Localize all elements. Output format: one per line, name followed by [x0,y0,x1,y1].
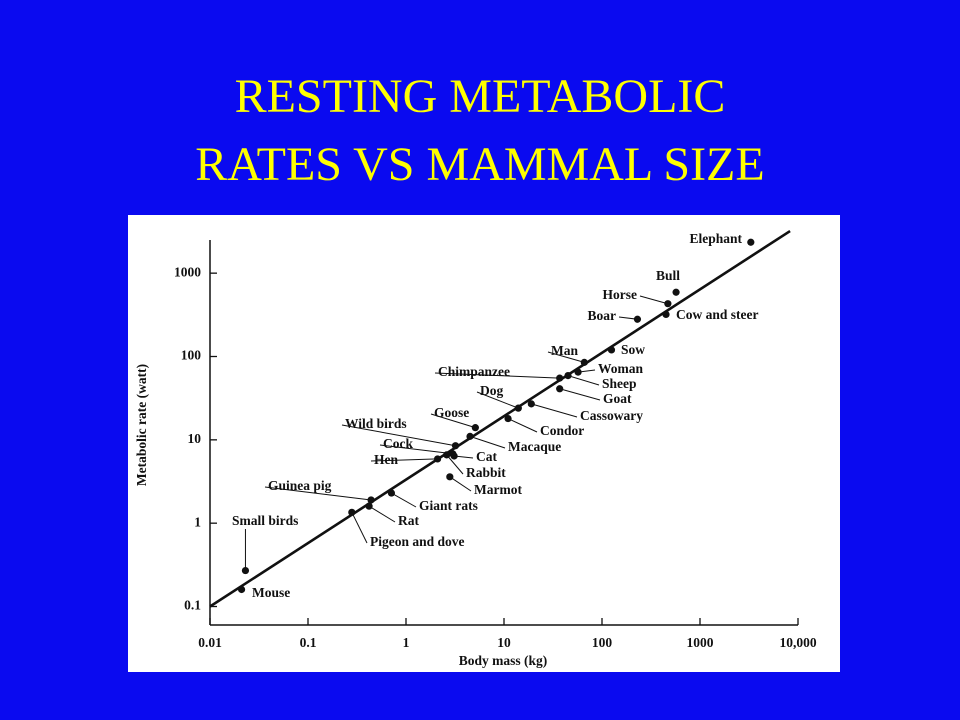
point-label: Sow [621,342,645,357]
data-point [564,371,572,380]
point-label: Wild birds [345,416,407,431]
data-point [672,288,680,296]
point-label: Cat [476,449,497,464]
point-label: Small birds [232,513,298,528]
data-point [367,496,375,504]
data-point [514,404,522,412]
leader-line [379,444,453,455]
data-point [504,414,512,423]
leader-line [469,435,506,449]
point-label: Rat [398,513,419,528]
leader-line [559,388,601,401]
data-point [450,452,458,460]
data-point [580,358,588,366]
leader-line [430,413,476,429]
leader-line [264,486,372,501]
y-tick-label: 100 [181,348,202,363]
data-point [241,566,250,575]
data-point [471,424,479,432]
point-label: Condor [540,423,584,438]
data-point [662,310,670,319]
data-point [451,442,460,450]
point-label: Goat [603,391,632,406]
x-tick-label: 1 [403,635,410,650]
data-point [633,315,642,323]
point-label: Cow and steer [676,307,759,322]
title-line: RATES VS MAMMAL SIZE [195,138,764,191]
point-label: Man [551,343,578,358]
point-label: Cock [383,436,413,451]
leader-line [341,424,456,447]
leader-line [449,476,472,492]
point-label: Cassowary [580,408,643,423]
point-label: Bull [656,268,680,283]
y-axis-label: Metabolic rate (watt) [134,364,149,486]
point-label: Sheep [602,376,637,391]
data-point [556,385,564,393]
point-label: Rabbit [466,465,506,480]
leader-line [547,351,585,363]
data-point [574,368,582,376]
data-point [433,455,442,463]
y-tick-label: 1000 [174,264,201,279]
data-point [348,508,356,516]
leader-line [476,391,519,409]
point-label: Giant rats [419,498,478,513]
y-tick-label: 10 [188,431,202,446]
point-label: Mouse [252,585,290,600]
leader-line [639,295,668,305]
leader-line [531,403,578,418]
data-point [527,400,535,408]
point-label: Guinea pig [268,478,332,493]
x-tick-label: 10 [497,635,511,650]
leader-line [446,454,464,475]
leader-line [391,492,417,508]
point-label: Dog [480,383,503,398]
y-tick-label: 1 [194,514,201,529]
data-point [664,300,672,308]
fit-line [209,229,791,608]
data-point [237,585,246,594]
leader-line [507,418,538,433]
x-axis-label: Body mass (kg) [459,653,548,668]
chart-panel [128,215,840,672]
data-point [387,489,396,497]
point-label: Horse [603,287,638,302]
data-point [607,346,616,354]
data-point [365,502,373,510]
point-label: Goose [434,405,469,420]
title-line: RESTING METABOLIC [235,70,726,123]
data-point [443,451,451,459]
point-label: Pigeon and dove [370,534,465,549]
point-label: Boar [588,308,617,323]
leader-line [567,375,600,386]
x-tick-label: 1000 [687,635,714,650]
x-tick-label: 0.01 [198,635,222,650]
data-point [747,238,755,246]
point-label: Marmot [474,482,522,497]
x-tick-label: 0.1 [300,635,317,650]
leader-line [370,458,438,462]
x-tick-label: 10,000 [779,635,816,650]
data-point [466,432,474,440]
point-label: Macaque [508,439,561,454]
point-label: Chimpanzee [438,364,510,379]
point-label: Elephant [689,231,742,246]
point-label: Woman [598,361,644,376]
leader-line [434,372,560,379]
leader-line [351,512,368,544]
leader-line [368,505,396,523]
data-point [556,374,564,382]
y-tick-label: 0.1 [184,598,201,613]
x-tick-label: 100 [592,635,613,650]
data-point [446,473,454,481]
point-label: Hen [374,452,398,467]
